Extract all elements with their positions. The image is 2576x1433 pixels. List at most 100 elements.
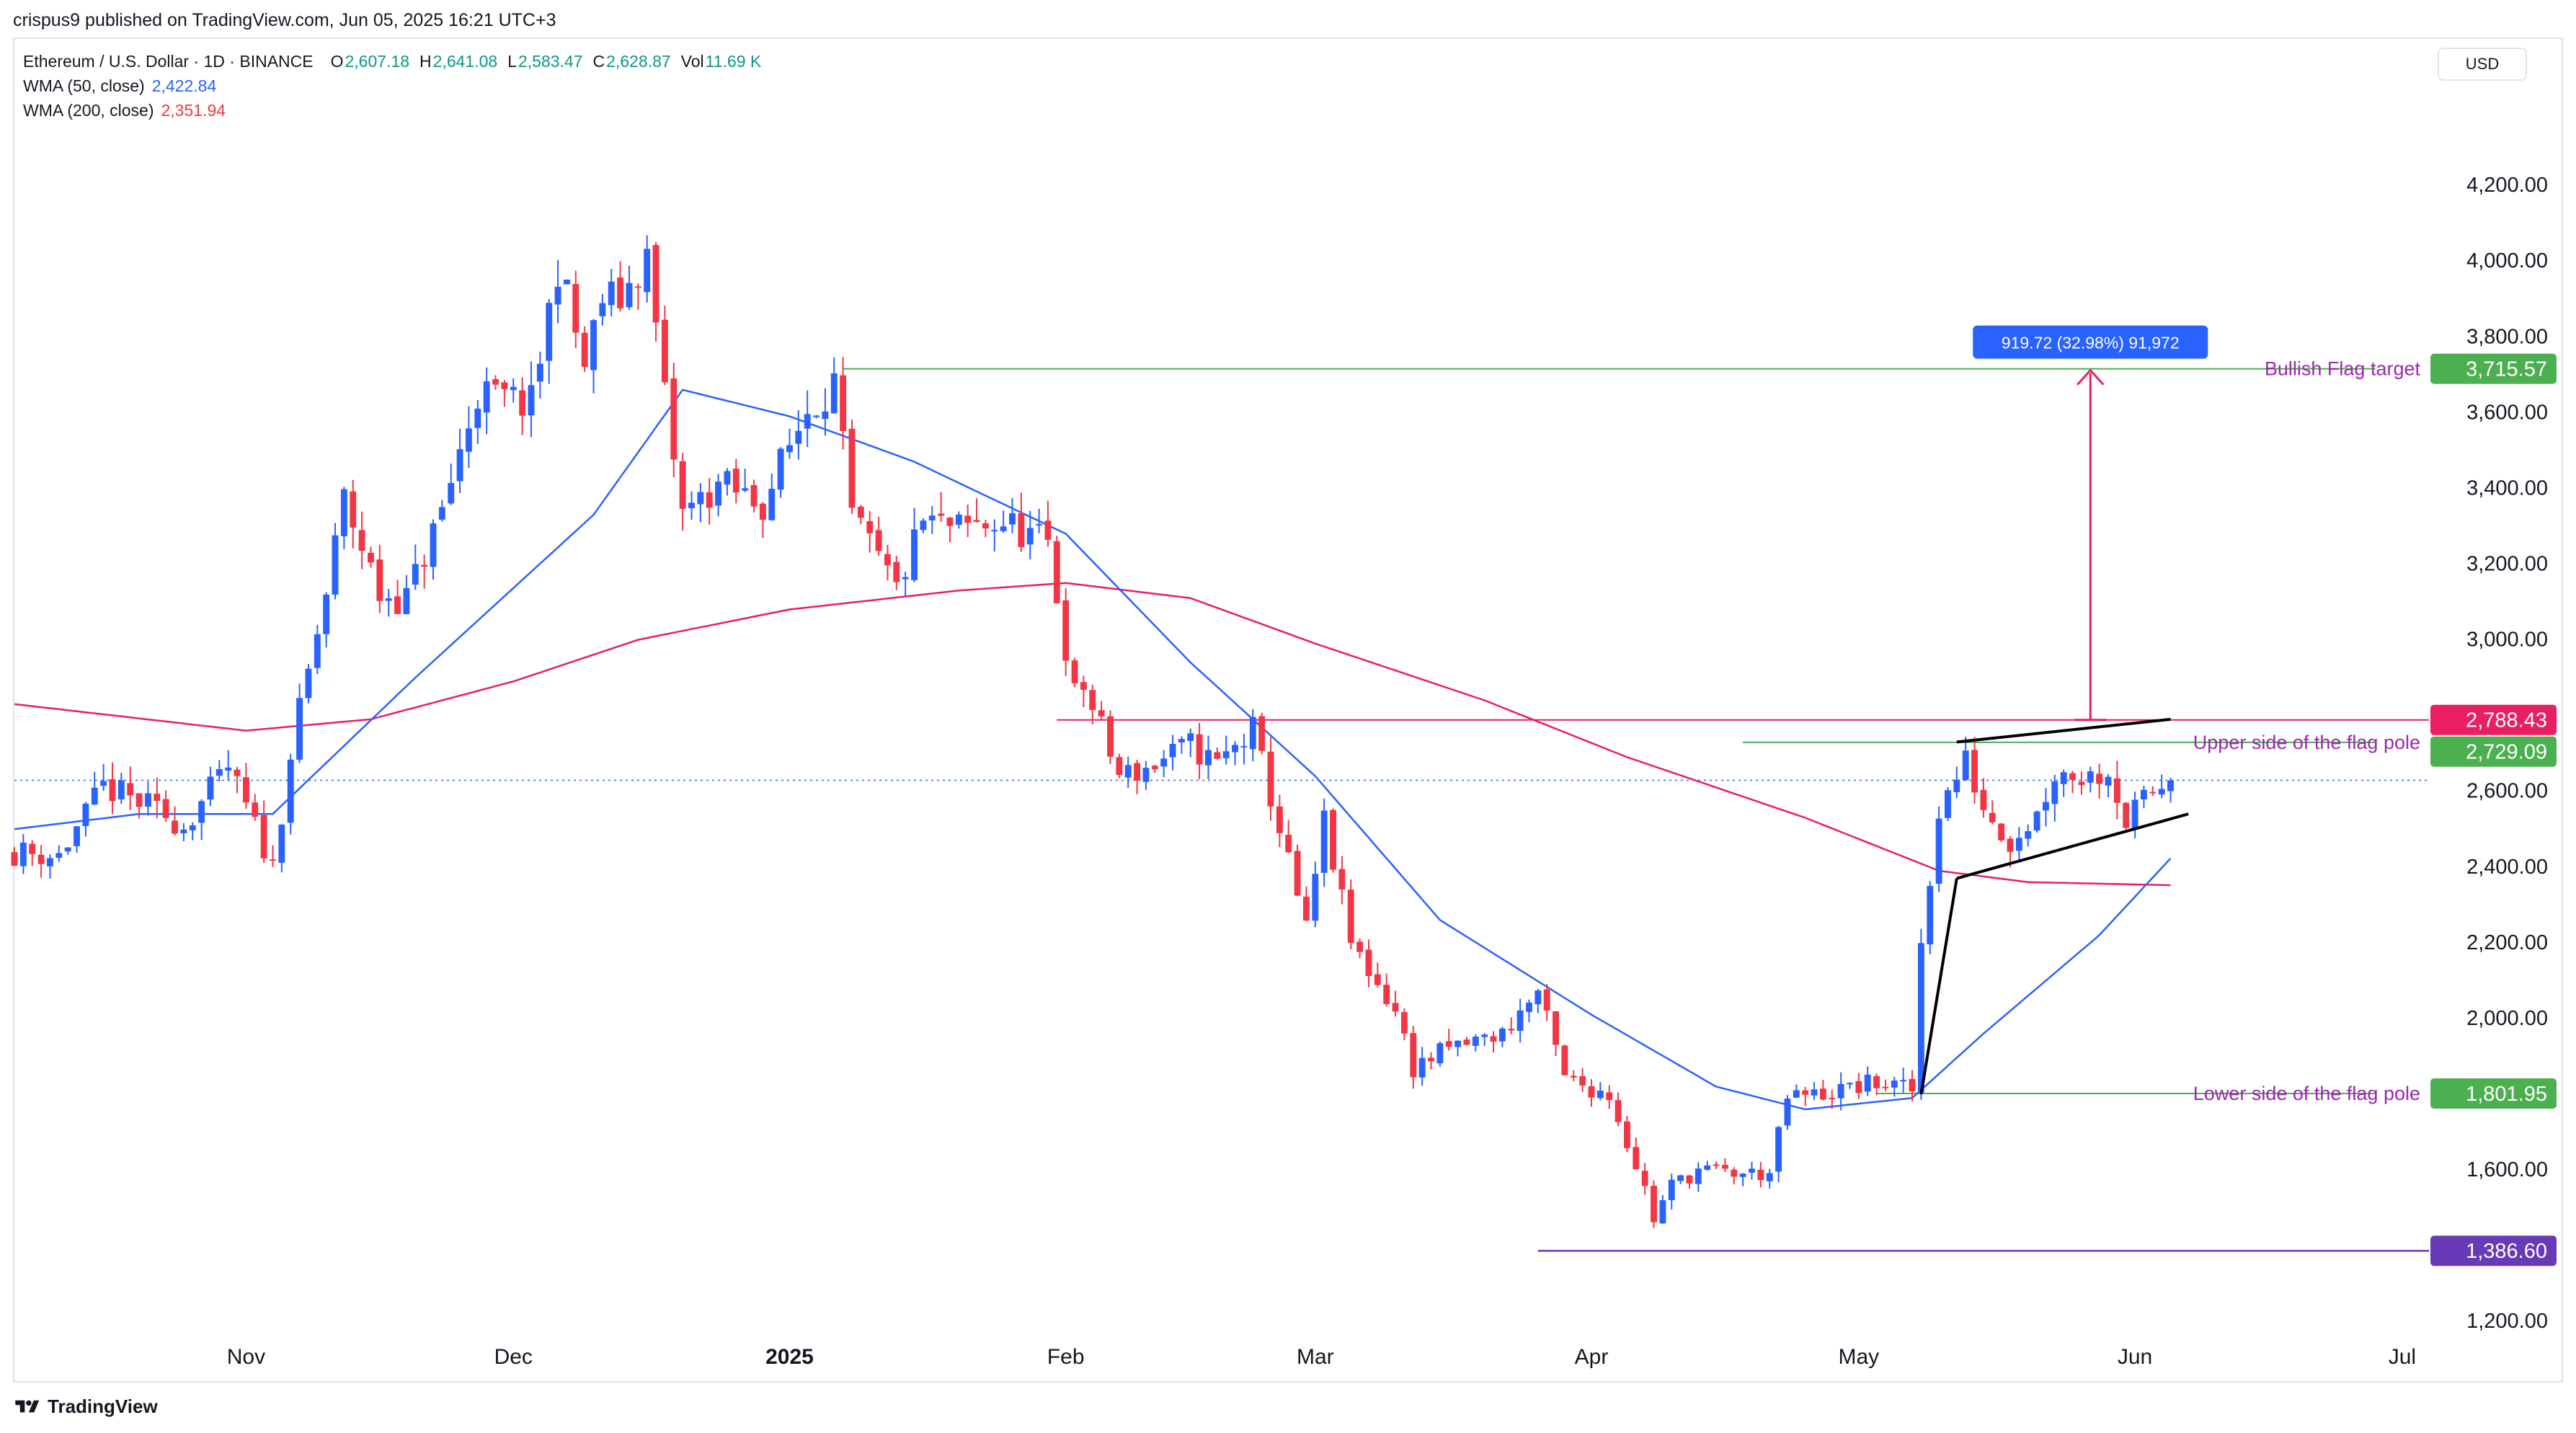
- candle-body: [1891, 1081, 1898, 1088]
- candle-body: [2078, 781, 2085, 786]
- candle-body: [64, 847, 71, 852]
- candle-body: [1793, 1090, 1800, 1098]
- candle-body: [1945, 790, 1951, 818]
- candle-body: [19, 842, 27, 866]
- candle-body: [1036, 524, 1043, 526]
- drawings: 919.72 (32.98%) 91,972 Bullish Flag targe…: [1919, 325, 2420, 1104]
- candle-body: [270, 859, 276, 861]
- wma50-label: WMA (50, close): [23, 76, 145, 95]
- candle-body: [1222, 751, 1230, 758]
- candle-body: [857, 506, 864, 518]
- candle-body: [634, 286, 641, 288]
- resistance-price-badge: [2430, 704, 2557, 735]
- candle-body: [1811, 1089, 1818, 1096]
- close-value: 2,628.87: [606, 52, 671, 71]
- time-axis: Nov Dec 2025 Feb Mar Apr May Jun Jul: [227, 1345, 2416, 1369]
- candle-body: [884, 554, 891, 566]
- candle-body: [920, 520, 927, 531]
- candle-body: [474, 408, 481, 428]
- candle-body: [1445, 1041, 1452, 1047]
- x-tick-label: Nov: [227, 1345, 265, 1369]
- candle-body: [991, 530, 998, 532]
- candle-body: [180, 829, 187, 833]
- candle-body: [1418, 1057, 1426, 1078]
- candle-body: [1320, 810, 1328, 873]
- candle-body: [1330, 809, 1336, 870]
- candle-body: [1142, 768, 1150, 782]
- currency-button[interactable]: USD: [2438, 48, 2527, 81]
- wma50-row[interactable]: WMA (50, close) 2,422.84: [23, 74, 761, 98]
- candle-body: [1374, 974, 1381, 985]
- candle-body: [626, 283, 633, 308]
- wma200-line: [14, 582, 2171, 887]
- candle-body: [127, 783, 134, 796]
- wma200-row[interactable]: WMA (200, close) 2,351.94: [23, 98, 761, 123]
- candle-body: [358, 530, 365, 551]
- candle-body: [546, 303, 553, 361]
- candle-body: [46, 858, 53, 866]
- candle-body: [572, 283, 579, 333]
- footer-brand[interactable]: TradingView: [13, 1396, 158, 1418]
- candle-body: [1775, 1127, 1782, 1172]
- candle-body: [1302, 896, 1310, 921]
- candle-body: [1927, 886, 1934, 945]
- candle-body: [82, 803, 89, 827]
- candle-body: [599, 303, 606, 316]
- candle-body: [2025, 831, 2032, 839]
- candle-body: [946, 518, 954, 526]
- y-tick-label: 4,200.00: [2466, 174, 2548, 197]
- candle-body: [1704, 1165, 1711, 1170]
- candle-body: [1837, 1083, 1844, 1099]
- candle-body: [207, 776, 214, 800]
- lower-pole-price-badge-text: 1,801.95: [2466, 1083, 2547, 1106]
- symbol-title[interactable]: Ethereum / U.S. Dollar · 1D · BINANCE: [23, 52, 314, 71]
- candle-body: [1659, 1200, 1666, 1224]
- y-tick-label: 2,400.00: [2466, 856, 2548, 879]
- candle-body: [172, 820, 178, 834]
- candle-body: [1971, 750, 1978, 793]
- candle-body: [1276, 806, 1283, 833]
- candle-body: [608, 281, 615, 306]
- candle-body: [848, 428, 856, 508]
- candle-body: [2113, 778, 2120, 803]
- candle-body: [385, 598, 392, 601]
- candle-body: [456, 449, 463, 482]
- candle-body: [117, 780, 125, 799]
- candle-body: [225, 767, 232, 771]
- candle-body: [260, 815, 267, 859]
- candle-body: [1935, 818, 1942, 884]
- candle-body: [1116, 757, 1123, 776]
- candle-body: [2167, 780, 2174, 791]
- candle-body: [234, 769, 241, 776]
- x-tick-label: Dec: [494, 1345, 533, 1369]
- support-price-badge: [2430, 1235, 2557, 1266]
- candle-body: [1624, 1121, 1630, 1148]
- moving-averages: [14, 389, 2172, 1111]
- candle-body: [2060, 772, 2067, 784]
- candle-body: [2131, 799, 2138, 829]
- candle-body: [100, 781, 107, 786]
- candle-body: [332, 535, 339, 595]
- x-tick-label: Jul: [2389, 1345, 2416, 1369]
- volume-value: 11.69 K: [705, 52, 762, 71]
- candle-body: [982, 523, 989, 529]
- candle-body: [1526, 1002, 1532, 1012]
- candle-body: [242, 777, 249, 803]
- candle-body: [1713, 1164, 1720, 1166]
- candle-body: [973, 520, 980, 523]
- candle-body: [750, 484, 758, 507]
- candle-body: [55, 853, 63, 859]
- y-tick-label: 1,200.00: [2466, 1310, 2548, 1333]
- candle-body: [563, 279, 570, 285]
- candle-body: [1053, 541, 1060, 603]
- high-key: H: [419, 52, 432, 71]
- candle-body: [438, 507, 445, 520]
- candle-body: [412, 564, 419, 585]
- target-price-badge: [2430, 353, 2557, 384]
- candle-body: [216, 768, 223, 776]
- candle-body: [840, 375, 847, 431]
- candle-body: [1383, 985, 1390, 1004]
- candle-body: [759, 503, 766, 520]
- x-tick-label: May: [1839, 1345, 1880, 1369]
